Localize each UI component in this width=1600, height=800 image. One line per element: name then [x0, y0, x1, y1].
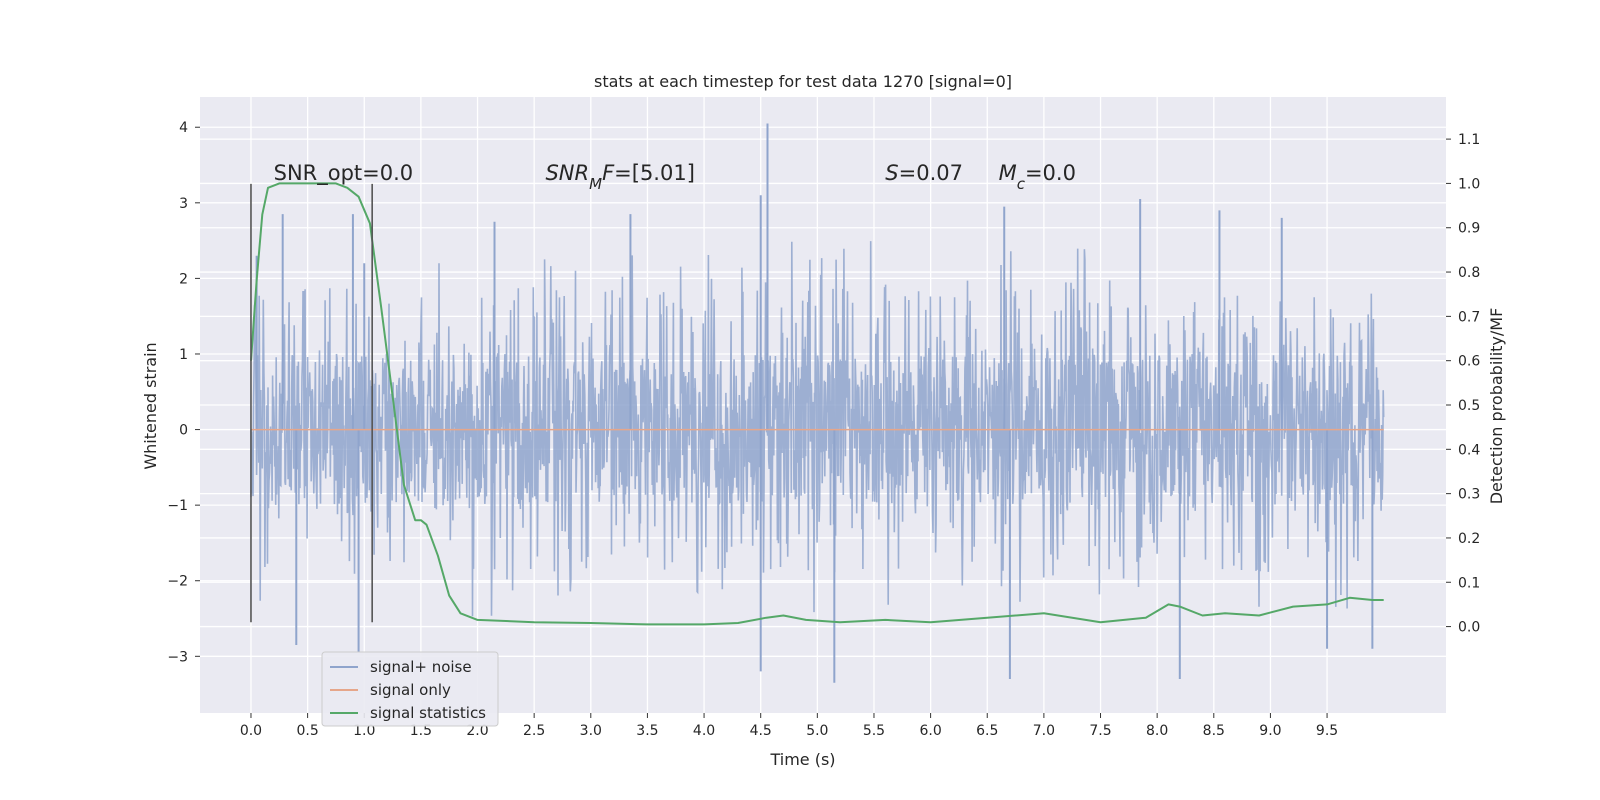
y2-tick-label: 0.0: [1458, 620, 1480, 636]
annotation-mc-value: Mc=0.0: [999, 161, 1076, 193]
x-axis-label: Time (s): [769, 750, 835, 769]
y2-axis-label: Detection probability/MF: [1487, 308, 1506, 505]
y-tick-label: 1: [179, 347, 188, 363]
y2-tick-label: 1.0: [1458, 176, 1480, 192]
x-tick-label: 2.5: [523, 723, 545, 739]
x-tick-label: 8.0: [1146, 723, 1168, 739]
annotations: SNR_opt=0.0 SNRMF=[5.01] S=0.07 Mc=0.0: [274, 161, 1076, 193]
y-tick-label: −1: [167, 498, 188, 514]
x-tick-label: 7.5: [1089, 723, 1111, 739]
x-tick-label: 5.0: [806, 723, 828, 739]
y2-tick-label: 1.1: [1458, 132, 1480, 148]
y2-tick-label: 0.2: [1458, 531, 1480, 547]
legend-box: [321, 651, 499, 727]
annotation-s-value: S=0.07: [885, 161, 963, 185]
legend: signal+ noise signal only signal statistic…: [321, 651, 499, 727]
y-axis-label: Whitened strain: [141, 342, 160, 469]
x-tick-label: 2.0: [466, 723, 488, 739]
y2-tick-label: 0.7: [1458, 309, 1480, 325]
y-tick-label: −3: [167, 649, 188, 665]
y-tick-label: −2: [167, 574, 188, 590]
annotation-snr-mf: SNRMF=[5.01]: [545, 161, 694, 193]
x-tick-label: 6.5: [976, 723, 998, 739]
x-tick-label: 6.0: [919, 723, 941, 739]
x-tick-label: 0.5: [296, 723, 318, 739]
legend-label: signal+ noise: [370, 658, 472, 676]
vertical-markers: [250, 183, 373, 623]
x-tick-label: 0.0: [240, 723, 262, 739]
y2-tick-label: 0.8: [1458, 265, 1480, 281]
y-tick-label: 0: [179, 423, 188, 439]
legend-label: signal only: [370, 681, 451, 699]
x-tick-label: 4.5: [750, 723, 772, 739]
x-tick-label: 7.0: [1033, 723, 1055, 739]
noise-trace: [250, 241, 1385, 617]
x-tick-label: 3.0: [580, 723, 602, 739]
y2-tick-label: 0.3: [1458, 487, 1480, 503]
y-tick-label: 4: [179, 120, 188, 136]
x-tick-label: 5.5: [863, 723, 885, 739]
annotation-snr-opt: SNR_opt=0.0: [274, 161, 414, 186]
x-tick-label: 4.0: [693, 723, 715, 739]
x-tick-label: 9.0: [1259, 723, 1281, 739]
x-tick-label: 1.5: [410, 723, 432, 739]
tick-labels: 0.0 0.5 1.0 1.5 2.0 2.5 3.0 3.5 4.0 4.5 5.0 5.5 6.0 6…: [167, 120, 1480, 739]
series-signal-plus-noise: [250, 123, 1385, 683]
y2-tick-label: 0.4: [1458, 442, 1480, 458]
y-tick-label: 2: [179, 271, 188, 287]
y2-tick-label: 0.6: [1458, 354, 1480, 370]
x-tick-label: 9.5: [1316, 723, 1338, 739]
x-tick-label: 8.5: [1203, 723, 1225, 739]
chart-title: stats at each timestep for test data 127…: [594, 72, 1012, 91]
series-lines: [250, 182, 1384, 626]
legend-label: signal statistics: [370, 704, 486, 722]
y2-tick-label: 0.1: [1458, 575, 1480, 591]
y-tick-label: 3: [179, 196, 188, 212]
y2-tick-label: 0.5: [1458, 398, 1480, 414]
y2-tick-label: 0.9: [1458, 221, 1480, 237]
x-tick-label: 3.5: [636, 723, 658, 739]
series-line: [250, 182, 1384, 626]
x-tick-label: 1.0: [353, 723, 375, 739]
